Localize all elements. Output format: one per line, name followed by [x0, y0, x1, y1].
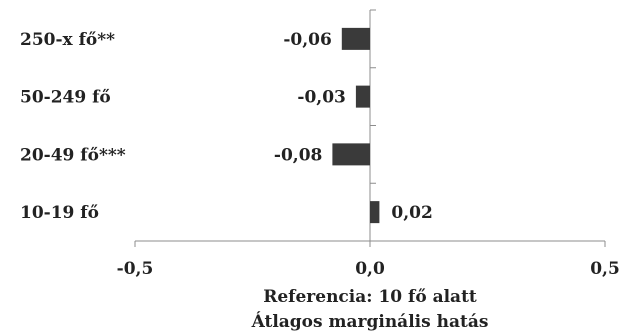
- bar: [341, 27, 370, 50]
- labels: 250-x fő** -0,06 50-249 fő -0,03 20-49 fő***…: [20, 30, 433, 223]
- bar: [355, 85, 370, 108]
- category-label: 20-49 fő***: [20, 145, 126, 165]
- x-tick-label: -0,5: [117, 259, 154, 279]
- x-axis-title-line-1: Referencia: 10 fő alatt: [263, 287, 477, 307]
- data-label: -0,06: [283, 30, 331, 50]
- category-label: 10-19 fő: [20, 203, 99, 223]
- data-label: -0,03: [297, 88, 345, 108]
- data-label: -0,08: [274, 145, 322, 165]
- category-label: 250-x fő**: [20, 30, 115, 50]
- x-tick-label: 0,0: [355, 259, 385, 279]
- bars: [332, 27, 380, 224]
- data-label: 0,02: [391, 203, 432, 223]
- category-label: 50-249 fő: [20, 88, 111, 108]
- bar: [332, 143, 370, 166]
- x-axis-title-line-2: Átlagos marginális hatás: [251, 311, 489, 332]
- bar: [370, 201, 380, 224]
- x-tick-label: 0,5: [590, 259, 619, 279]
